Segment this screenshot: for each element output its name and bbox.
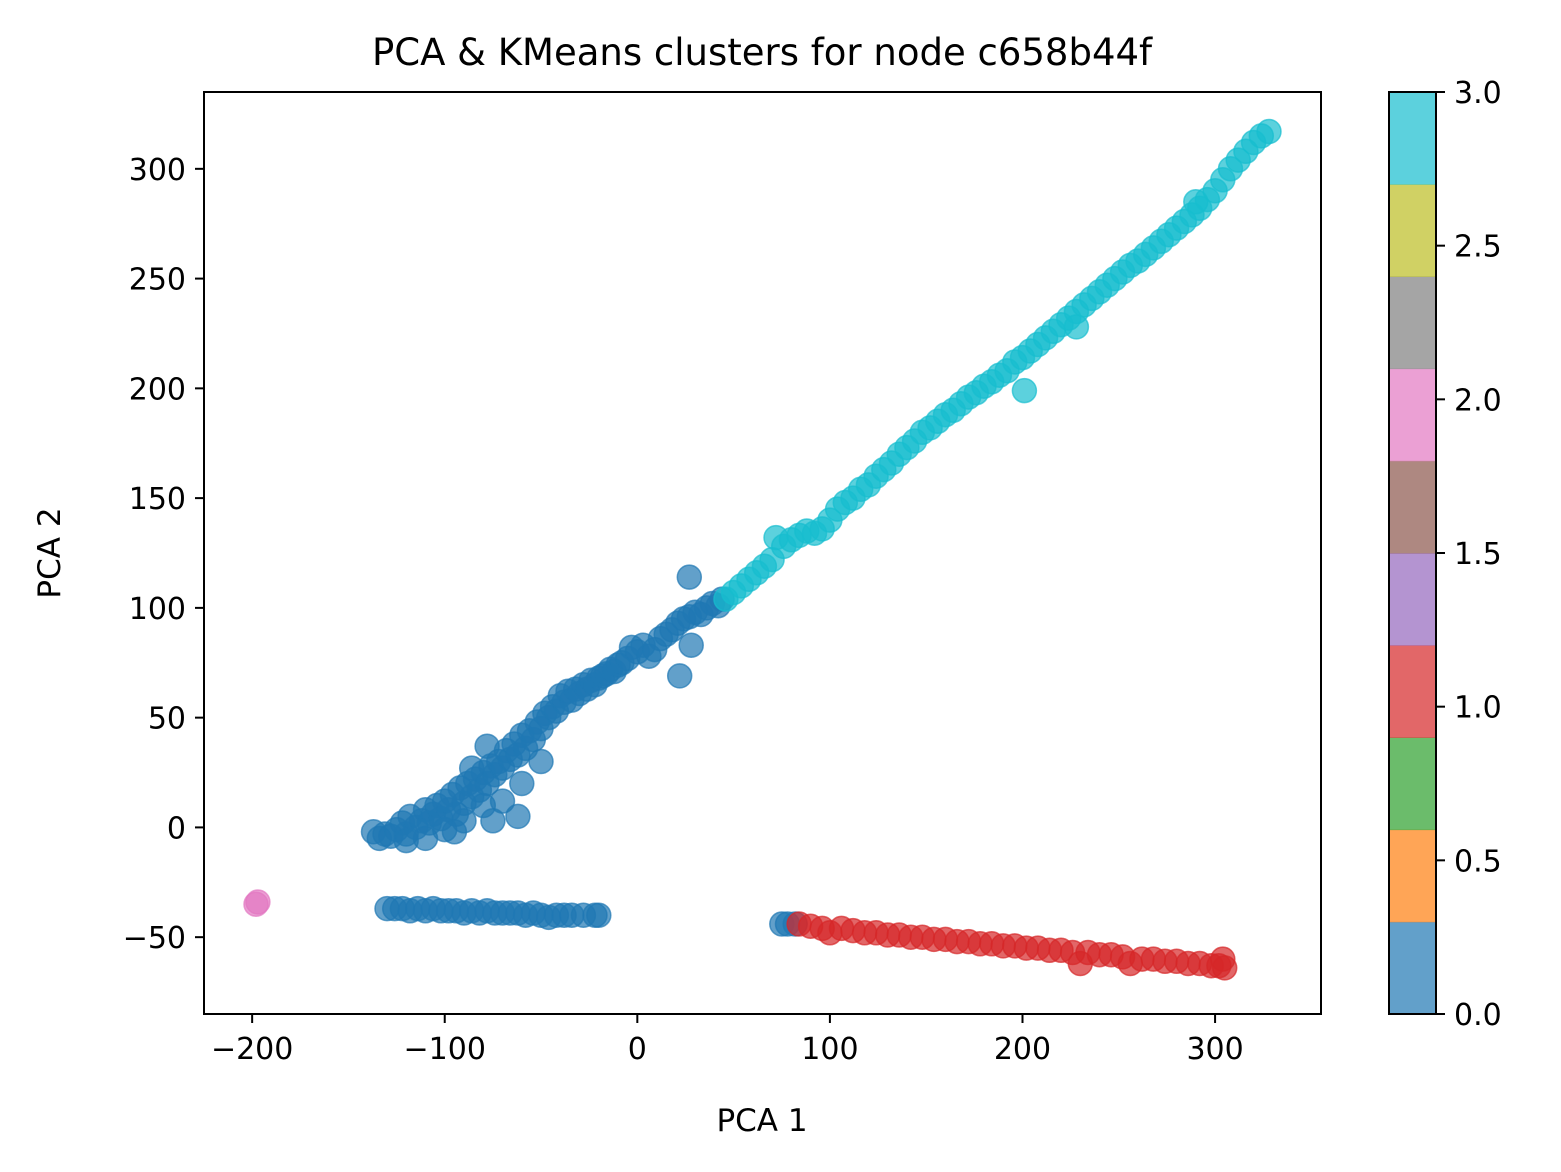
y-tick-label: 0: [167, 811, 186, 846]
y-tick-label: 200: [129, 372, 186, 407]
colorbar-tick-label: 0.0: [1454, 998, 1502, 1033]
data-point: [528, 748, 554, 775]
data-point: [458, 755, 485, 781]
data-point: [245, 889, 271, 915]
y-tick-label: 50: [148, 702, 186, 737]
data-point: [505, 803, 531, 830]
data-point: [676, 564, 703, 590]
x-tick-label: 200: [994, 1032, 1051, 1067]
data-point: [1183, 189, 1209, 215]
colorbar-segment: [1389, 92, 1436, 185]
colorbar-segment: [1389, 368, 1436, 462]
y-tick-label: 250: [129, 263, 186, 298]
y-tick-label: 100: [129, 592, 186, 627]
data-point: [1011, 377, 1038, 404]
colorbar-frame: [1388, 91, 1437, 1015]
y-tick-label: −50: [123, 921, 186, 956]
colorbar-segment: [1389, 737, 1436, 831]
data-point: [1256, 118, 1282, 145]
colorbar-segment: [1389, 921, 1436, 1015]
x-tick-label: 300: [1186, 1032, 1243, 1067]
y-axis-ticks: −50 0 50 100 150 200 250 300: [123, 153, 204, 956]
colorbar-tick-label: 1.0: [1454, 691, 1502, 726]
data-point: [393, 827, 419, 854]
colorbar-segment: [1389, 276, 1436, 370]
cluster-1-points: [786, 911, 1238, 981]
x-tick-label: −100: [404, 1032, 486, 1067]
colorbar-segment: [1389, 460, 1436, 554]
colorbar-segment: [1389, 553, 1436, 646]
data-point: [1063, 314, 1090, 340]
y-axis-label: PCA 2: [32, 507, 68, 598]
data-point: [474, 733, 500, 759]
colorbar-tick-label: 1.5: [1454, 537, 1502, 572]
cluster-3-points: [713, 118, 1282, 612]
cluster-0-points: [360, 564, 808, 937]
data-point: [509, 770, 535, 797]
x-tick-label: 0: [628, 1032, 647, 1067]
y-tick-label: 150: [129, 482, 186, 517]
data-point: [666, 663, 693, 689]
colorbar-segment: [1389, 645, 1436, 738]
colorbar-segment: [1389, 184, 1436, 277]
x-axis-ticks: −200 −100 0 100 200 300: [211, 1014, 1244, 1067]
colorbar-segment: [1389, 829, 1436, 923]
x-axis-label: PCA 1: [716, 1103, 807, 1139]
colorbar-tick-label: 2.0: [1454, 383, 1502, 418]
data-point: [586, 902, 612, 928]
colorbar-tick-label: 3.0: [1454, 76, 1502, 111]
plot-frame: [203, 91, 1322, 1015]
y-tick-label: 300: [129, 153, 186, 188]
cluster-2-points: [243, 889, 271, 917]
chart-title: PCA & KMeans clusters for node c658b44f: [372, 31, 1153, 74]
data-point: [1211, 955, 1238, 981]
x-tick-label: −200: [211, 1032, 293, 1067]
colorbar: [1389, 92, 1436, 1015]
colorbar-ticks: 0.0 0.5 1.0 1.5 2.0 2.5 3.0: [1436, 76, 1502, 1033]
scatter-points: [243, 118, 1282, 981]
colorbar-tick-label: 0.5: [1454, 844, 1502, 879]
data-point: [678, 632, 704, 658]
x-tick-label: 100: [801, 1032, 858, 1067]
colorbar-tick-label: 2.5: [1454, 230, 1502, 265]
data-point: [480, 808, 506, 834]
